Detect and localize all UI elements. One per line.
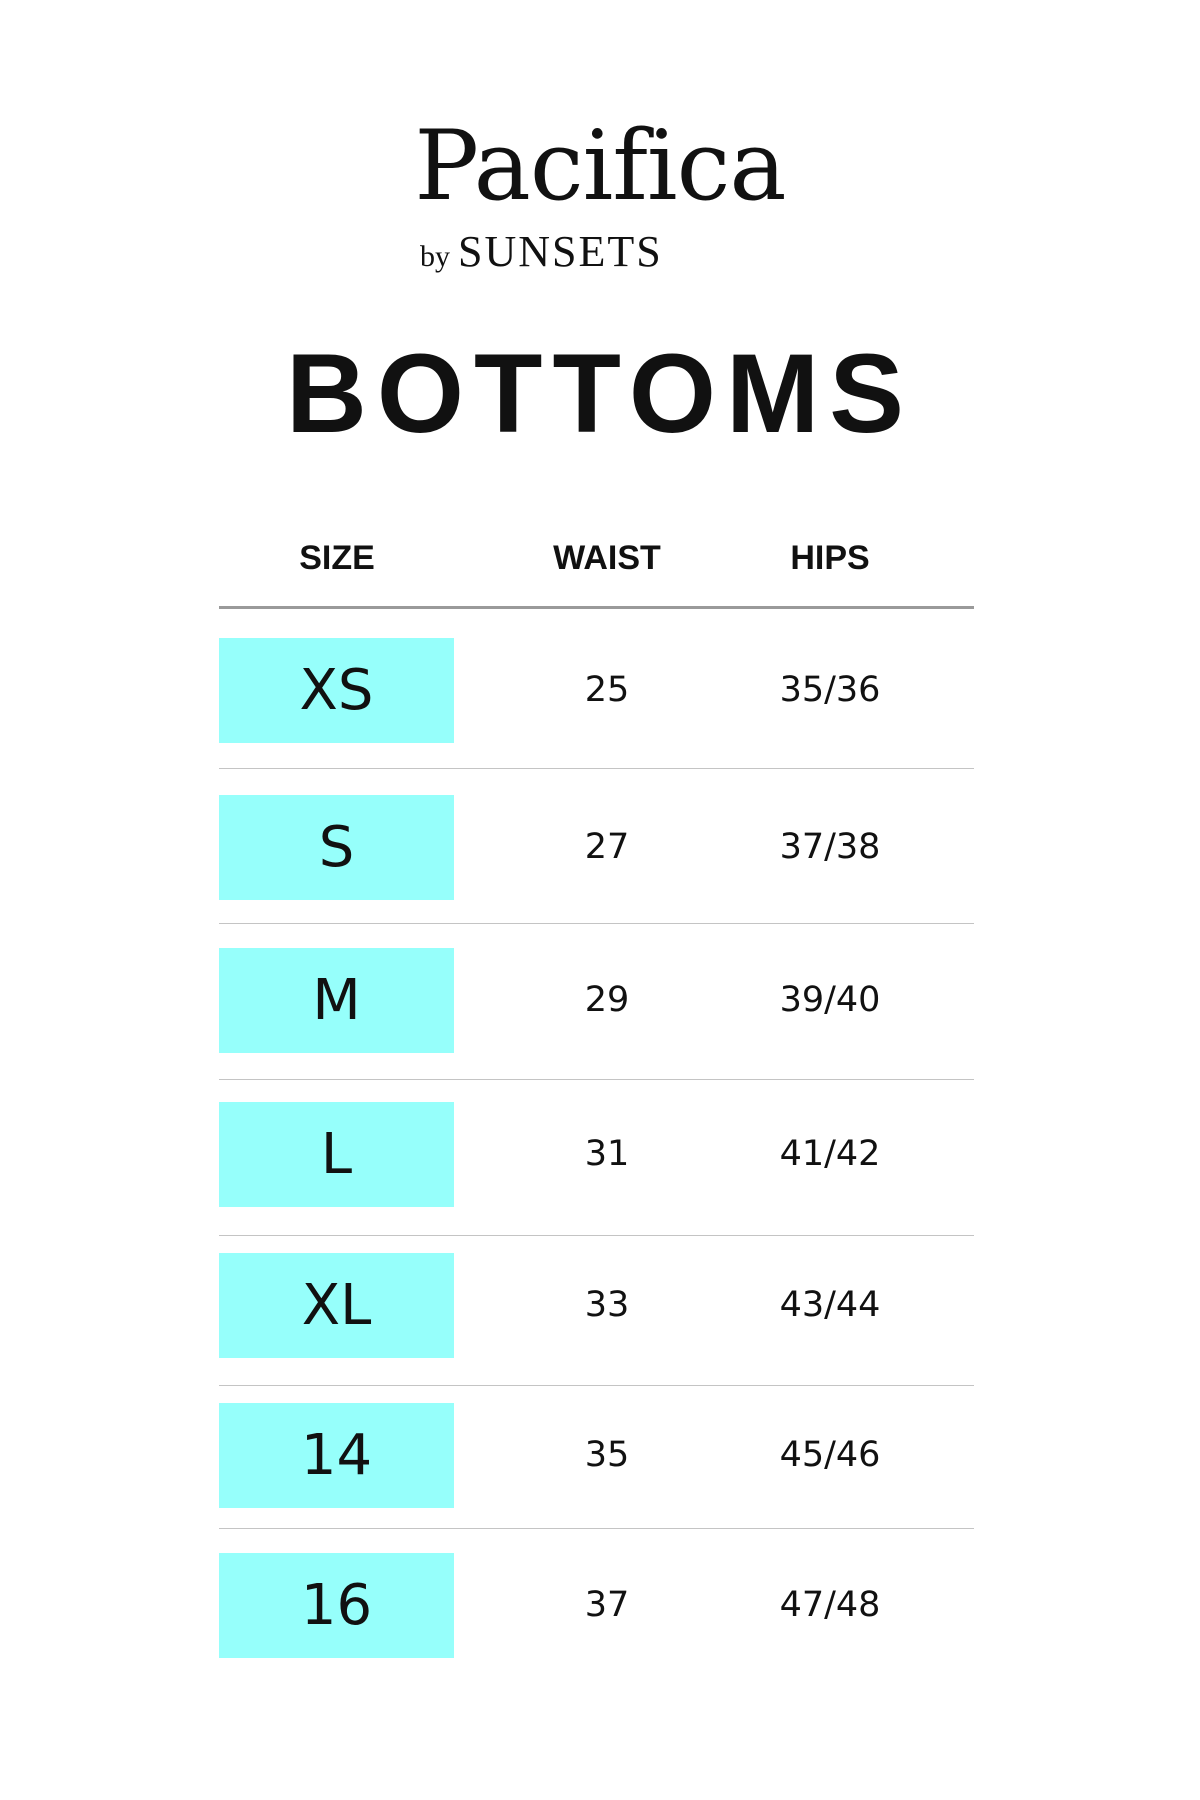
waist-cell: 29: [584, 980, 630, 1020]
header-hips: HIPS: [790, 539, 870, 577]
waist-cell: 33: [584, 1285, 630, 1325]
page-title: BOTTOMS: [286, 331, 914, 456]
brand-by: by: [420, 240, 450, 273]
row-divider: [219, 1385, 974, 1386]
row-divider: [219, 1079, 974, 1080]
row-divider: [219, 768, 974, 769]
size-cell: M: [219, 948, 454, 1053]
waist-cell: 31: [584, 1134, 630, 1174]
hips-cell: 41/42: [779, 1134, 881, 1174]
row-divider: [219, 923, 974, 924]
size-cell: S: [219, 795, 454, 900]
size-cell: 14: [219, 1403, 454, 1508]
waist-cell: 25: [584, 670, 630, 710]
brand-subtitle: by SUNSETS: [420, 230, 663, 274]
header-divider: [219, 606, 974, 609]
size-cell: XS: [219, 638, 454, 743]
brand-sub: SUNSETS: [458, 227, 663, 276]
hips-cell: 37/38: [779, 827, 881, 867]
size-cell: 16: [219, 1553, 454, 1658]
waist-cell: 27: [584, 827, 630, 867]
brand-logo: Pacifica: [414, 110, 786, 222]
hips-cell: 43/44: [779, 1285, 881, 1325]
size-cell: L: [219, 1102, 454, 1207]
size-cell: XL: [219, 1253, 454, 1358]
header-waist: WAIST: [553, 539, 661, 577]
row-divider: [219, 1528, 974, 1529]
waist-cell: 37: [584, 1585, 630, 1625]
row-divider: [219, 1235, 974, 1236]
hips-cell: 35/36: [779, 670, 881, 710]
hips-cell: 39/40: [779, 980, 881, 1020]
waist-cell: 35: [584, 1435, 630, 1475]
header-size: SIZE: [299, 539, 375, 577]
hips-cell: 45/46: [779, 1435, 881, 1475]
hips-cell: 47/48: [779, 1585, 881, 1625]
